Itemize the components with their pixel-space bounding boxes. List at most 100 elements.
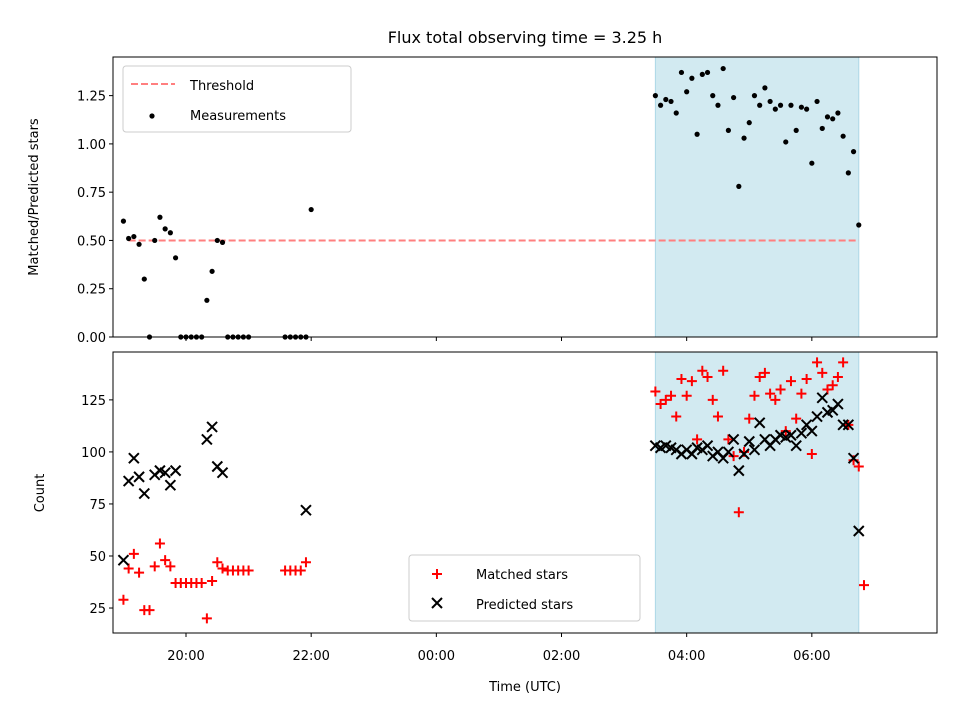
predicted-star-point xyxy=(128,452,140,464)
matched-star-point xyxy=(681,390,692,401)
measurement-point xyxy=(663,96,669,103)
legend-box xyxy=(122,65,352,133)
measurement-point xyxy=(219,239,226,245)
measurement-point xyxy=(814,98,820,105)
measurement-point xyxy=(767,98,773,105)
matched-star-point xyxy=(827,380,838,391)
top-panel: 0.00 0.25 0.50 0.75 1.00 1.25 Threshold Measure… xyxy=(77,56,938,346)
predicted-star-point xyxy=(832,398,844,410)
matched-star-point xyxy=(201,613,212,624)
predicted-star-point xyxy=(795,427,808,439)
predicted-star-point xyxy=(122,475,135,487)
matched-star-point xyxy=(207,575,218,586)
measurement-point xyxy=(694,131,700,137)
matched-star-point xyxy=(702,371,713,382)
predicted-star-point xyxy=(727,433,740,446)
bottom-legend: Matched stars Predicted stars xyxy=(408,554,641,622)
y-tick-label: 25 xyxy=(89,602,106,617)
y-tick-label: 100 xyxy=(81,446,106,461)
matched-star-point xyxy=(796,388,807,399)
measurement-point xyxy=(172,255,179,261)
measurement-point xyxy=(204,297,210,303)
y-tick-label: 0.75 xyxy=(77,186,106,201)
measurement-point xyxy=(704,69,711,76)
measurement-point xyxy=(126,235,132,242)
measurement-point xyxy=(757,102,763,108)
measurement-point xyxy=(689,75,695,81)
predicted-star-point xyxy=(733,464,745,477)
matched-star-point xyxy=(697,365,708,376)
measurement-point xyxy=(710,93,716,99)
matched-star-point xyxy=(650,386,661,397)
measurement-point xyxy=(162,226,168,232)
predicted-star-point xyxy=(206,421,218,433)
bottom-panel: 25 50 75 100 125 20:00 22:00 00:00 02:00 04:00 06:… xyxy=(81,351,938,664)
matched-star-point xyxy=(295,565,306,576)
measurement-point xyxy=(157,214,163,220)
predicted-star-point xyxy=(847,452,860,464)
legend-measurements-label: Measurements xyxy=(190,109,286,124)
x-tick-label: 00:00 xyxy=(418,649,455,664)
measurement-point xyxy=(746,120,752,126)
legend-measurements-swatch xyxy=(149,113,155,119)
y-tick-label: 0.25 xyxy=(77,283,106,298)
predicted-star-point xyxy=(701,439,714,452)
matched-star-point xyxy=(165,561,176,572)
predicted-star-point xyxy=(842,419,855,431)
matched-star-point xyxy=(812,357,823,368)
measurement-point xyxy=(751,93,758,99)
measurement-point xyxy=(684,89,690,95)
matched-star-point xyxy=(123,563,134,574)
measurement-point xyxy=(141,276,147,282)
axes-frame xyxy=(112,56,938,338)
matched-star-point xyxy=(801,374,812,385)
measurement-point xyxy=(819,125,825,132)
matched-star-point xyxy=(196,578,207,589)
x-tick-label: 02:00 xyxy=(543,649,580,664)
matched-star-point xyxy=(744,413,755,424)
matched-star-point xyxy=(160,555,171,566)
matched-star-point xyxy=(118,594,129,605)
matched-star-point xyxy=(806,448,817,459)
predicted-star-point xyxy=(117,554,130,566)
chart-title: Flux total observing time = 3.25 h xyxy=(388,28,663,47)
measurement-point xyxy=(715,102,721,108)
matched-star-point xyxy=(822,384,833,395)
bottom-y-axis-label: Count xyxy=(33,474,48,513)
matched-star-point xyxy=(671,411,682,422)
x-tick-label: 22:00 xyxy=(292,649,329,664)
matched-star-point xyxy=(217,563,228,574)
matched-star-point xyxy=(749,390,760,401)
matched-star-point xyxy=(707,394,718,405)
matched-star-point xyxy=(134,567,145,578)
measurement-point xyxy=(840,133,846,139)
y-tick-label: 0.50 xyxy=(77,234,106,249)
matched-star-point xyxy=(785,376,796,387)
x-tick-label: 06:00 xyxy=(793,649,830,664)
highlight-span xyxy=(654,351,860,634)
measurement-point xyxy=(136,241,142,247)
matched-star-point xyxy=(243,565,254,576)
measurement-point xyxy=(835,110,841,116)
measurement-point xyxy=(736,183,742,189)
measurement-point xyxy=(214,237,220,244)
legend-threshold-label: Threshold xyxy=(189,79,254,94)
predicted-star-point xyxy=(753,417,766,429)
measurement-point xyxy=(657,102,664,108)
measurement-point xyxy=(152,237,158,244)
matched-star-point xyxy=(765,388,776,399)
matched-star-point xyxy=(655,399,666,410)
matched-star-point xyxy=(838,357,849,368)
measurement-point xyxy=(824,114,831,120)
y-tick-label: 50 xyxy=(89,550,106,565)
measurement-point xyxy=(762,85,768,91)
axes-frame xyxy=(112,351,938,634)
predicted-star-point xyxy=(816,392,828,404)
measurement-point xyxy=(793,127,799,133)
matched-star-point xyxy=(858,580,869,591)
matched-star-point xyxy=(817,367,828,378)
legend-matched-swatch xyxy=(432,569,442,579)
predicted-star-point xyxy=(837,419,849,431)
measurement-point xyxy=(741,135,747,141)
predicted-star-point xyxy=(216,467,229,479)
